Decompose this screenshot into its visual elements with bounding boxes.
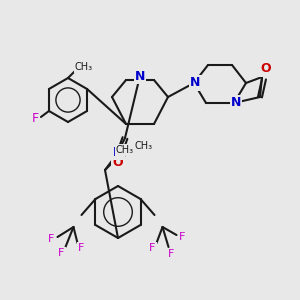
Text: N: N: [231, 97, 241, 110]
Text: CH₃: CH₃: [135, 141, 153, 151]
Text: F: F: [58, 248, 65, 258]
Text: N: N: [135, 70, 145, 83]
Text: N: N: [191, 76, 201, 89]
Text: F: F: [78, 243, 85, 253]
Text: CH₃: CH₃: [75, 62, 93, 72]
Text: N: N: [113, 146, 123, 158]
Text: CH₃: CH₃: [116, 145, 134, 155]
Text: N: N: [190, 76, 200, 89]
Text: F: F: [32, 112, 38, 124]
Text: F: F: [48, 234, 55, 244]
Text: F: F: [149, 243, 156, 253]
Text: O: O: [261, 62, 271, 76]
Text: F: F: [179, 232, 186, 242]
Text: O: O: [113, 155, 123, 169]
Text: F: F: [168, 249, 175, 259]
